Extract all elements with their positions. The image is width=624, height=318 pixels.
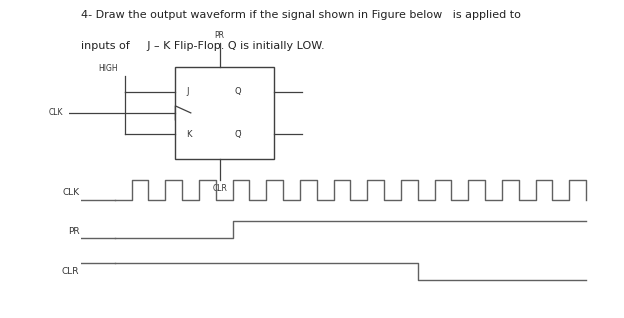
Text: CLR: CLR: [62, 267, 79, 276]
Bar: [175, 67, 274, 159]
Text: PR: PR: [68, 227, 79, 236]
Text: CLK: CLK: [62, 188, 79, 197]
Text: Q̅: Q̅: [235, 130, 241, 139]
Text: CLK: CLK: [49, 108, 63, 117]
Text: J: J: [187, 87, 189, 96]
Text: HIGH: HIGH: [98, 64, 118, 73]
Text: inputs of     J – K Flip-Flop. Q is initially LOW.: inputs of J – K Flip-Flop. Q is initiall…: [81, 41, 324, 51]
Text: Q: Q: [235, 87, 241, 96]
Text: 4- Draw the output waveform if the signal shown in Figure below   is applied to: 4- Draw the output waveform if the signa…: [81, 10, 521, 19]
Text: K: K: [187, 130, 192, 139]
Text: PR: PR: [215, 31, 225, 40]
Text: CLR: CLR: [212, 184, 227, 193]
